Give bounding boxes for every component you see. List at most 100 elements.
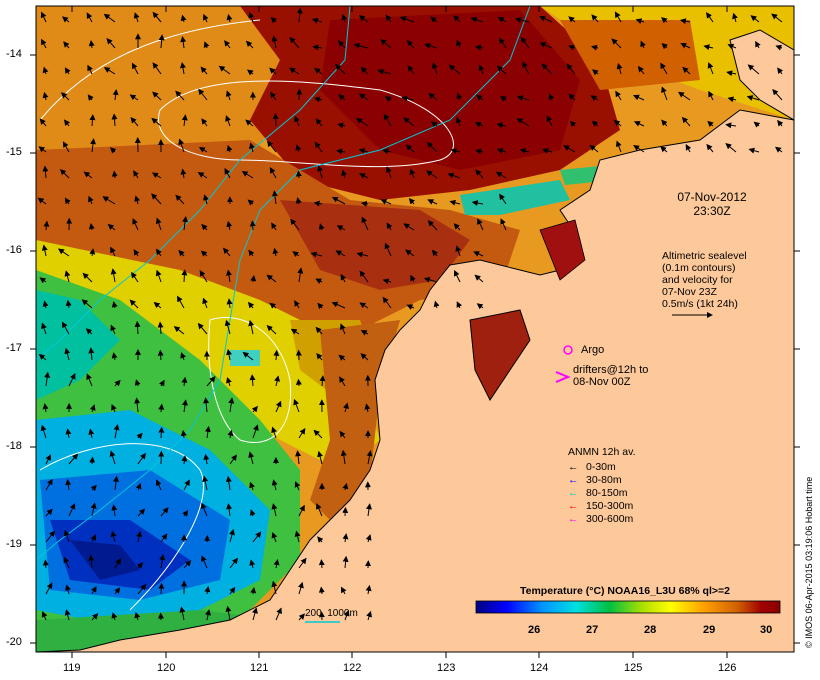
- legend-arrow-icon: ←: [568, 500, 579, 512]
- velocity-arrow: [474, 122, 484, 128]
- velocity-arrow: [181, 114, 188, 127]
- velocity-arrow: [183, 560, 192, 569]
- velocity-arrow: [200, 66, 208, 75]
- velocity-arrow: [313, 96, 323, 103]
- velocity-arrow: [38, 146, 47, 153]
- velocity-arrow: [90, 484, 97, 492]
- longitude-tick-label: 125: [624, 662, 643, 674]
- velocity-arrow: [89, 114, 96, 127]
- anmn-legend-item: ← 30-80m: [568, 474, 636, 487]
- velocity-arrow: [317, 450, 323, 465]
- legend-arrow-icon: ←: [568, 513, 579, 525]
- drifters-line: drifters@12h to: [573, 364, 649, 376]
- velocity-arrow: [110, 246, 116, 257]
- velocity-arrow: [41, 38, 47, 49]
- velocity-arrow: [313, 429, 323, 439]
- legend-arrow-icon: ←: [568, 487, 579, 499]
- velocity-arrow: [771, 13, 783, 23]
- velocity-arrow: [226, 298, 233, 309]
- velocity-arrow: [182, 509, 189, 517]
- velocity-arrow: [131, 271, 139, 283]
- velocity-arrow: [340, 586, 347, 595]
- velocity-arrow: [137, 452, 146, 465]
- velocity-arrow: [312, 44, 323, 51]
- velocity-arrow: [777, 119, 784, 127]
- velocity-arrow: [386, 222, 393, 231]
- velocity-arrow: [42, 403, 49, 413]
- velocity-arrow: [269, 167, 277, 179]
- longitude-tick-label: 119: [63, 662, 81, 674]
- velocity-arrow: [365, 534, 372, 543]
- velocity-arrow: [424, 42, 438, 49]
- velocity-arrow: [65, 479, 72, 491]
- velocity-arrow: [310, 251, 323, 258]
- velocity-arrow: [406, 39, 415, 49]
- latitude-tick-label: -16: [6, 244, 22, 256]
- velocity-arrow: [474, 274, 484, 283]
- velocity-arrow: [88, 554, 95, 569]
- velocity-arrow: [450, 148, 461, 154]
- velocity-arrow: [289, 36, 300, 49]
- velocity-arrow: [155, 217, 162, 231]
- colorbar-tick-label: 28: [644, 624, 657, 636]
- legend-label: 300-600m: [586, 513, 634, 525]
- anmn-legend: ANMN 12h av. ← 0-30m ← 30-80m ← 80-150m ← 150-3…: [568, 446, 636, 526]
- velocity-arrow: [496, 65, 507, 75]
- velocity-arrow: [132, 218, 139, 231]
- velocity-arrow: [247, 301, 255, 309]
- altimetry-note: Altimetric sealevel (0.1m contours) and …: [662, 250, 747, 310]
- velocity-arrow: [180, 36, 187, 49]
- velocity-arrow: [204, 425, 211, 439]
- velocity-arrow: [471, 200, 484, 207]
- velocity-arrow: [406, 304, 415, 310]
- velocity-arrow: [60, 92, 70, 101]
- colorbar-title: Temperature (°C) NOAA16_L3U 68% ql>=2: [520, 585, 730, 597]
- velocity-arrow: [137, 508, 146, 517]
- velocity-arrow: [456, 39, 462, 49]
- velocity-arrow: [474, 44, 484, 51]
- velocity-arrow: [201, 223, 208, 231]
- velocity-arrow: [45, 508, 53, 517]
- velocity-arrow: [775, 146, 783, 153]
- velocity-arrow: [339, 376, 346, 387]
- velocity-arrow: [224, 319, 231, 335]
- velocity-arrow: [41, 611, 48, 621]
- velocity-arrow: [111, 352, 118, 361]
- velocity-arrow: [271, 580, 278, 595]
- velocity-arrow: [455, 116, 462, 127]
- velocity-arrow: [539, 15, 553, 23]
- velocity-arrow: [271, 190, 278, 205]
- velocity-arrow: [425, 170, 438, 179]
- velocity-arrow: [341, 13, 348, 23]
- velocity-arrow: [298, 581, 304, 595]
- velocity-arrow: [615, 90, 622, 101]
- velocity-arrow: [340, 449, 347, 465]
- velocity-arrow: [129, 94, 139, 101]
- velocity-arrow: [297, 267, 304, 283]
- velocity-arrow: [271, 531, 278, 543]
- velocity-arrow: [359, 270, 369, 283]
- colorbar-tick-label: 29: [703, 624, 716, 636]
- velocity-arrow: [679, 18, 691, 25]
- velocity-arrow: [380, 39, 392, 49]
- velocity-arrow: [343, 609, 350, 621]
- velocity-arrow: [475, 94, 484, 101]
- velocity-arrow: [568, 44, 576, 51]
- plot-frame: [35, 5, 795, 653]
- velocity-arrow: [155, 248, 162, 257]
- velocity-arrow: [63, 41, 70, 49]
- anmn-legend-item: ← 0-30m: [568, 461, 636, 474]
- velocity-arrow: [134, 195, 141, 205]
- velocity-arrow: [90, 502, 97, 517]
- velocity-arrow: [516, 95, 530, 101]
- velocity-arrow: [382, 278, 392, 285]
- velocity-arrow: [566, 63, 576, 75]
- velocity-arrow: [270, 16, 278, 24]
- velocity-arrow: [68, 453, 79, 465]
- velocity-arrow: [63, 556, 70, 569]
- velocity-arrow: [180, 14, 187, 23]
- anmn-legend-title: ANMN 12h av.: [568, 446, 636, 458]
- drifters-line: 08-Nov 00Z: [573, 376, 631, 388]
- velocity-arrow: [519, 148, 530, 154]
- velocity-arrow: [295, 144, 302, 153]
